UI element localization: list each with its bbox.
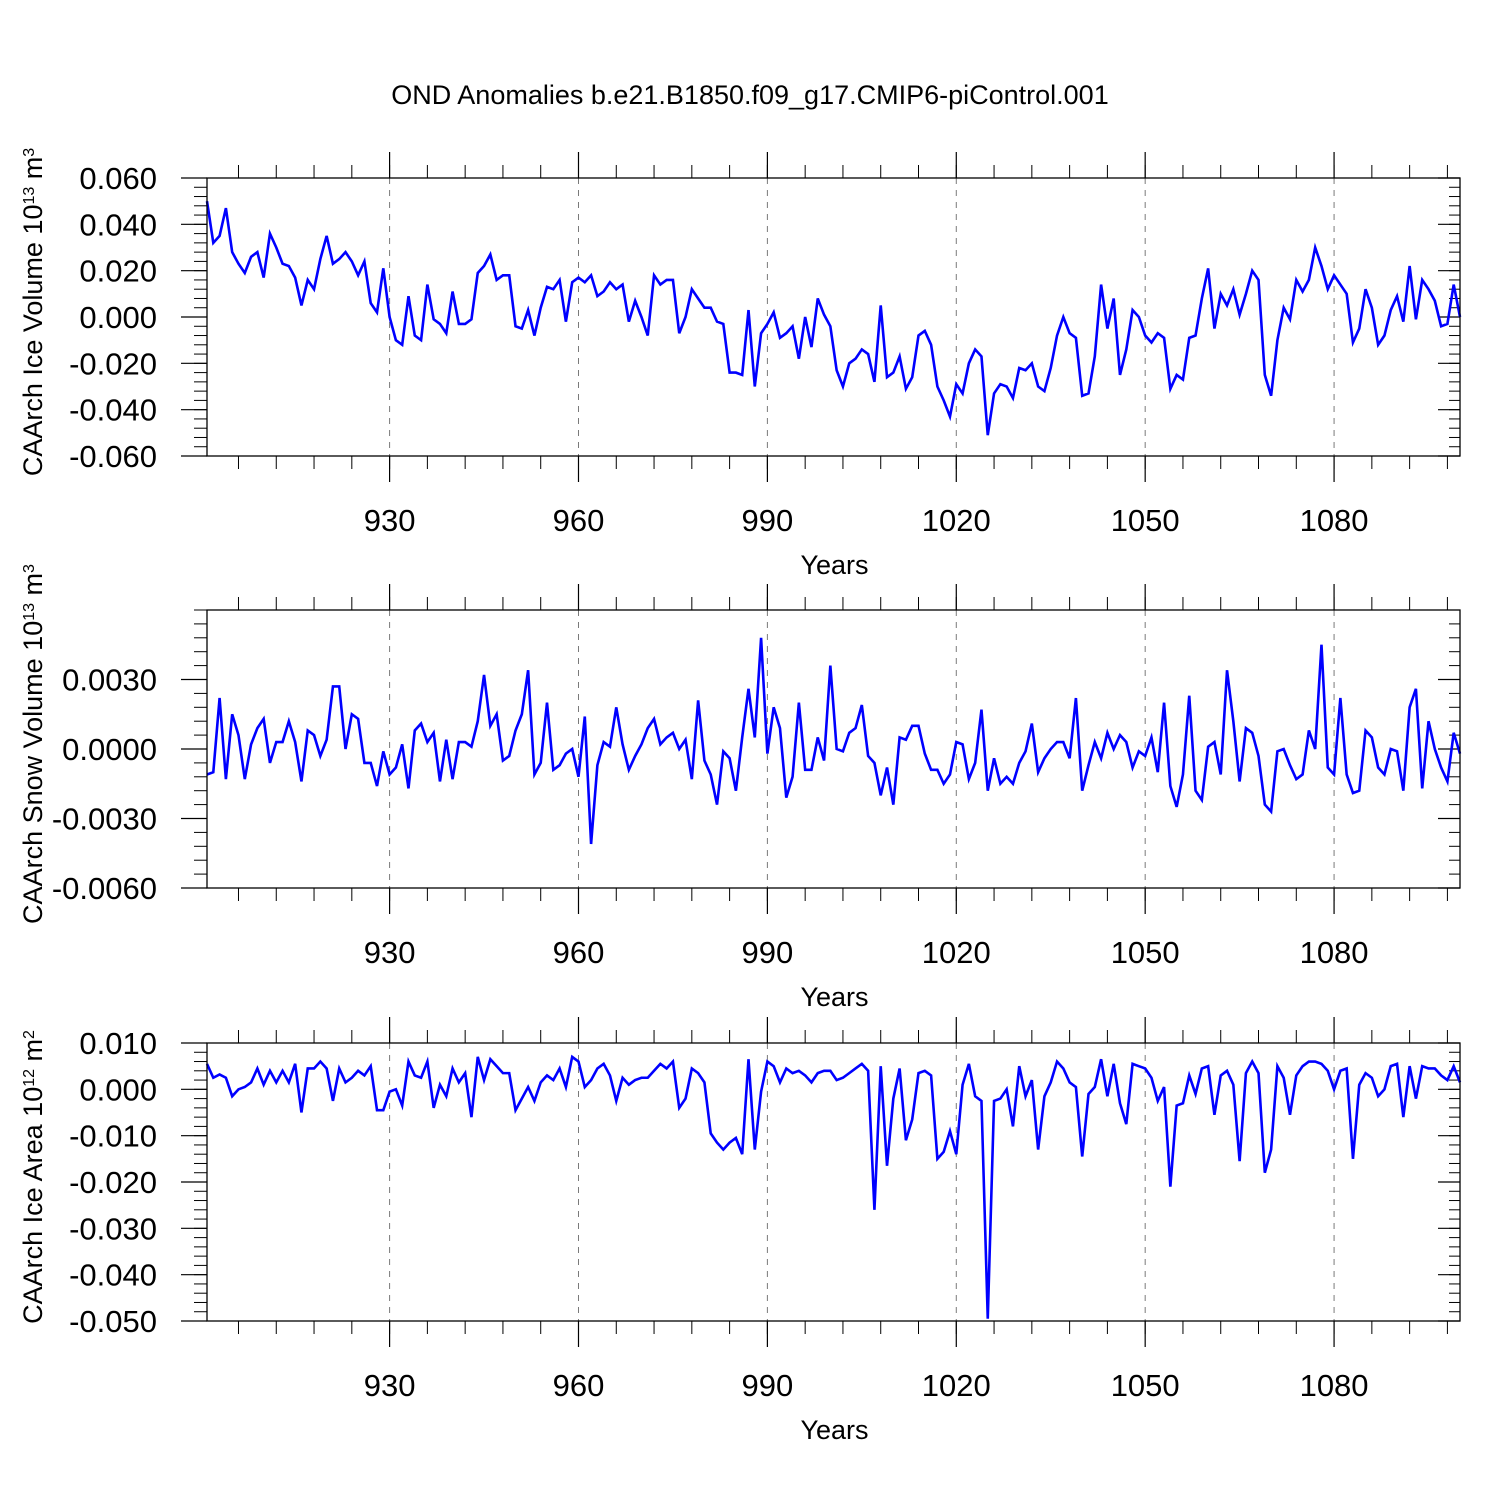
panel-ice-area: -0.050 -0.040 -0.030 -0.020 -0.010 0.000 0.010…: [18, 1017, 1462, 1445]
y-tick-label: -0.040: [69, 393, 157, 428]
minor-ticks: [194, 165, 1460, 469]
y-tick-label: 0.000: [79, 1072, 157, 1107]
x-tick-label: 1080: [1300, 503, 1369, 538]
y-tick-label: 0.020: [79, 254, 157, 289]
y-tick-label: -0.0030: [52, 802, 157, 837]
y-tick-label: 0.000: [79, 300, 157, 335]
ice-volume-line: [205, 200, 1462, 436]
x-tick-label: 990: [742, 935, 794, 970]
major-ticks: [181, 152, 1460, 482]
major-ticks: [181, 1017, 1460, 1347]
x-axis-label: Years: [800, 982, 868, 1012]
ice-area-line: [205, 1054, 1462, 1319]
y-tick-label: -0.020: [69, 346, 157, 381]
snow-volume-line: [206, 637, 1462, 845]
y-tick-labels: -0.050 -0.040 -0.030 -0.020 -0.010 0.000 0.010: [69, 1026, 157, 1339]
major-ticks: [181, 584, 1460, 914]
x-tick-labels: 930 960 990 1020 1050 1080: [364, 1368, 1369, 1403]
y-tick-label: 0.010: [79, 1026, 157, 1061]
y-axis-label: CAArch Snow Volume 1013 m3: [18, 564, 48, 924]
x-tick-label: 1020: [922, 935, 991, 970]
x-gridlines: [389, 1043, 1335, 1321]
y-tick-label: -0.060: [69, 439, 157, 474]
x-axis-label: Years: [800, 550, 868, 580]
x-tick-label: 1020: [922, 503, 991, 538]
y-tick-label: 0.040: [79, 207, 157, 242]
y-axis-label: CAArch Ice Volume 1013 m3: [18, 148, 48, 476]
plot-frame: [206, 1042, 1461, 1322]
minor-ticks: [194, 1030, 1460, 1334]
y-tick-label: -0.040: [69, 1258, 157, 1293]
x-tick-label: 1080: [1300, 1368, 1369, 1403]
x-tick-label: 930: [364, 1368, 416, 1403]
x-tick-label: 960: [553, 1368, 605, 1403]
x-tick-label: 960: [553, 935, 605, 970]
x-tick-label: 930: [364, 935, 416, 970]
y-tick-labels: -0.060 -0.040 -0.020 0.000 0.020 0.040 0.060: [69, 161, 157, 474]
x-tick-label: 1050: [1111, 1368, 1180, 1403]
plot-frame: [206, 609, 1461, 889]
x-tick-label: 990: [742, 503, 794, 538]
panel-snow-volume: -0.0060 -0.0030 0.0000 0.0030 930 960 990 1020…: [18, 564, 1462, 1012]
y-tick-label: 0.0030: [62, 663, 157, 698]
y-tick-label: 0.0000: [62, 732, 157, 767]
y-axis-label: CAArch Ice Area 1012 m2: [18, 1030, 48, 1324]
x-axis-label: Years: [800, 1415, 868, 1445]
x-tick-labels: 930 960 990 1020 1050 1080: [364, 503, 1369, 538]
x-tick-label: 1050: [1111, 503, 1180, 538]
x-tick-labels: 930 960 990 1020 1050 1080: [364, 935, 1369, 970]
panel-ice-volume: -0.060 -0.040 -0.020 0.000 0.020 0.040 0.060 9…: [18, 148, 1462, 580]
x-tick-label: 960: [553, 503, 605, 538]
plot-frame: [206, 177, 1461, 457]
x-tick-label: 990: [742, 1368, 794, 1403]
minor-ticks: [194, 597, 1460, 901]
x-tick-label: 930: [364, 503, 416, 538]
x-gridlines: [389, 610, 1335, 888]
y-tick-label: -0.020: [69, 1165, 157, 1200]
y-tick-label: 0.060: [79, 161, 157, 196]
y-tick-labels: -0.0060 -0.0030 0.0000 0.0030: [52, 663, 157, 907]
y-tick-label: -0.0060: [52, 871, 157, 906]
x-tick-label: 1050: [1111, 935, 1180, 970]
y-tick-label: -0.050: [69, 1304, 157, 1339]
x-gridlines: [389, 178, 1335, 456]
y-tick-label: -0.010: [69, 1119, 157, 1154]
x-tick-label: 1020: [922, 1368, 991, 1403]
x-tick-label: 1080: [1300, 935, 1369, 970]
figure-title: OND Anomalies b.e21.B1850.f09_g17.CMIP6-…: [391, 80, 1109, 110]
y-tick-label: -0.030: [69, 1211, 157, 1246]
